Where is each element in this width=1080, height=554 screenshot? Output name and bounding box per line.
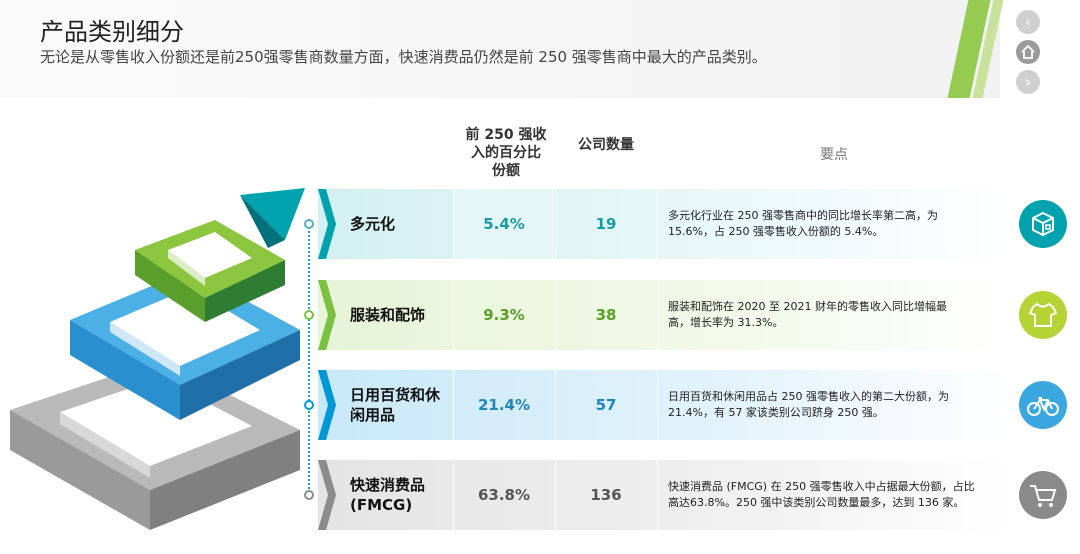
revenue-share-value: 9.3% [483,306,525,324]
category-label: 快速消费品 (FMCG) [350,476,426,514]
header-banner: 产品类别细分 无论是从零售收入份额还是前250强零售商数量方面，快速消费品仍然是… [0,0,1004,98]
column-header-pct-line1: 前 250 强收 [465,127,547,143]
connector-dot [304,310,314,320]
table-row-fmcg: 快速消费品 (FMCG) 63.8% 136 快速消费品 (FMCG) 在 250… [318,460,1010,530]
key-point-text: 服装和配饰在 2020 至 2021 财年的零售收入同比增幅最 高，增长率为 31… [668,300,947,329]
company-count-value: 57 [595,396,617,414]
connector-dot [304,219,314,229]
column-header-pct-line2: 入的百分比 [471,145,541,161]
bicycle-icon [1019,381,1067,429]
key-point-text: 多元化行业在 250 强零售商中的同比增长率第二高，为 15.6%，占 250 强… [668,209,938,238]
category-label: 日用百货和休 闲用品 [350,386,441,424]
connector-dot [304,490,314,500]
key-point-text: 日用百货和休闲用品占 250 强零售收入的第二大份额，为 21.4%，有 57 家… [668,390,949,419]
row-chevron-icon [318,280,336,350]
dotted-connector [308,224,310,496]
next-arrow-icon[interactable]: › [1016,70,1040,94]
row-chevron-icon [318,370,336,440]
page-subtitle: 无论是从零售收入份额还是前250强零售商数量方面，快速消费品仍然是前 250 强… [40,48,767,66]
key-point-text: 快速消费品 (FMCG) 在 250 强零售收入中占据最大份额，占比 高达63.8… [668,480,975,509]
column-header-count: 公司数量 [578,137,634,153]
stacked-frames-illustration [10,188,305,530]
revenue-share-value: 21.4% [477,396,531,414]
company-count-value: 19 [595,215,617,233]
table-row-general-merchandise: 日用百货和休 闲用品 21.4% 57 日用百货和休闲用品占 250 强零售收入的… [318,370,1010,440]
table-row-diversified: 多元化 5.4% 19 多元化行业在 250 强零售商中的同比增长率第二高，为 1… [318,189,1010,259]
row-chevron-icon [318,189,336,259]
category-label: 多元化 [350,215,396,233]
page-title: 产品类别细分 [40,18,184,46]
tshirt-icon [1019,291,1067,339]
column-header-notes: 要点 [820,147,848,163]
table-row-apparel: 服装和配饰 9.3% 38 服装和配饰在 2020 至 2021 财年的零售收入… [318,280,1010,350]
company-count-value: 38 [595,306,617,324]
cart-icon [1019,471,1067,519]
revenue-share-value: 5.4% [454,189,554,259]
revenue-share-value: 63.8% [477,486,531,504]
connector-dot [304,400,314,410]
category-label: 服装和配饰 [350,306,426,324]
home-glyph-icon [1021,44,1035,59]
prev-arrow-icon[interactable]: ‹ [1016,10,1040,34]
company-count-value: 136 [590,486,622,504]
row-chevron-icon [318,460,336,530]
home-icon[interactable] [1016,40,1040,64]
column-header-pct-line3: 份额 [492,163,520,179]
box-icon [1019,200,1067,248]
column-header-pct: 前 250 强收 入的百分比 份额 [456,126,556,180]
